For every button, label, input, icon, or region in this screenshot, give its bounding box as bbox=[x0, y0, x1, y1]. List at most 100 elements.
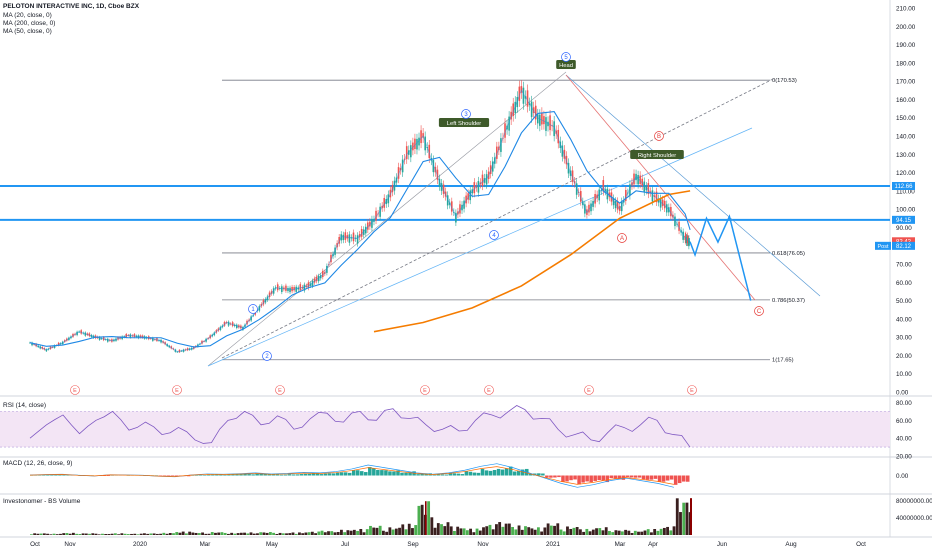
macd-bar bbox=[195, 475, 199, 476]
earnings-marker-4: E bbox=[487, 388, 491, 394]
macd-bar bbox=[657, 475, 662, 483]
volume-bar bbox=[320, 530, 324, 535]
macd-bar bbox=[211, 474, 215, 476]
x-tick-1: Nov bbox=[64, 541, 76, 548]
macd-bar bbox=[520, 469, 525, 476]
elliott-circle-6 bbox=[654, 131, 664, 141]
candle-body bbox=[459, 204, 461, 214]
macd-bar bbox=[343, 472, 348, 476]
fib-label-1: 0.618(76.05) bbox=[772, 251, 805, 257]
volume-bar bbox=[394, 528, 398, 535]
candle-body bbox=[397, 167, 400, 179]
volume-bar bbox=[491, 529, 495, 535]
volume-bar bbox=[401, 524, 405, 535]
candle-body bbox=[276, 284, 279, 291]
candle-body bbox=[231, 322, 234, 326]
candle-body bbox=[272, 288, 275, 294]
y-tick-19: 190.00 bbox=[896, 42, 916, 49]
macd-signal-line bbox=[29, 466, 674, 485]
volume-bar bbox=[391, 529, 395, 535]
candle-body bbox=[522, 87, 525, 104]
candle-body bbox=[496, 146, 498, 159]
macd-bar bbox=[291, 474, 296, 476]
y-tick-3: 30.00 bbox=[896, 335, 912, 342]
candle-body bbox=[545, 117, 547, 131]
volume-bar bbox=[126, 534, 130, 535]
x-tick-3: Mar bbox=[200, 541, 211, 548]
volume-bar bbox=[572, 527, 576, 535]
candle-body bbox=[463, 200, 465, 209]
post-tag: Post bbox=[877, 244, 888, 250]
candle-body bbox=[553, 121, 555, 137]
x-tick-4: May bbox=[266, 541, 279, 548]
volume-bar bbox=[465, 530, 469, 535]
price-tag-1: 94.15 bbox=[896, 218, 912, 224]
macd-bar bbox=[335, 472, 340, 476]
candle-body bbox=[514, 101, 517, 114]
macd-bar bbox=[287, 474, 292, 476]
volume-bar bbox=[91, 533, 95, 535]
elliott-label-2: 3 bbox=[464, 112, 468, 118]
candle-body bbox=[281, 286, 283, 293]
y-tick-13: 130.00 bbox=[896, 152, 916, 159]
candle-body bbox=[547, 121, 549, 127]
macd-bar bbox=[54, 474, 58, 476]
volume-bar bbox=[352, 529, 356, 535]
candle-body bbox=[625, 190, 627, 201]
volume-bar bbox=[646, 529, 650, 535]
volume-bar bbox=[330, 531, 334, 535]
candle-body bbox=[491, 161, 494, 172]
y-tick-7: 70.00 bbox=[896, 262, 912, 269]
candle-body bbox=[412, 142, 414, 151]
candle-body bbox=[317, 276, 320, 282]
candle-body bbox=[682, 231, 684, 240]
candle-body bbox=[549, 115, 551, 131]
ma-200-label: MA (200, close, 0) bbox=[3, 20, 56, 27]
volume-bar bbox=[679, 512, 682, 535]
elliott-label-7: C bbox=[757, 309, 762, 315]
y-tick-16: 160.00 bbox=[896, 97, 916, 104]
volume-bar bbox=[246, 533, 250, 535]
volume-bar bbox=[633, 530, 637, 535]
macd-bar bbox=[247, 474, 251, 476]
volume-bar bbox=[685, 502, 689, 535]
candle-body bbox=[367, 222, 369, 230]
candle-body bbox=[534, 105, 537, 120]
earnings-circle-5 bbox=[584, 385, 594, 395]
macd-bar bbox=[496, 468, 501, 476]
volume-bar bbox=[404, 529, 408, 535]
candle-body bbox=[575, 183, 578, 195]
macd-bar bbox=[368, 467, 372, 476]
y-tick-5: 50.00 bbox=[896, 298, 912, 305]
candle-body bbox=[442, 184, 445, 194]
candle-body bbox=[543, 116, 545, 125]
volume-bar bbox=[556, 523, 560, 535]
macd-bar bbox=[637, 475, 642, 478]
volume-bar bbox=[207, 533, 211, 535]
y-tick-1: 10.00 bbox=[896, 371, 912, 378]
earnings-marker-2: E bbox=[278, 388, 282, 394]
macd-bar bbox=[464, 471, 469, 476]
volume-bar bbox=[197, 533, 201, 535]
candle-body bbox=[477, 181, 480, 193]
y-tick-14: 140.00 bbox=[896, 134, 916, 141]
volume-bar bbox=[107, 534, 111, 535]
candle-body bbox=[227, 321, 230, 326]
macd-bar bbox=[665, 475, 670, 481]
macd-bar bbox=[186, 475, 191, 477]
candle-body bbox=[561, 145, 564, 157]
macd-bar bbox=[251, 474, 255, 476]
macd-bar bbox=[553, 475, 557, 478]
macd-bar bbox=[315, 472, 320, 476]
elliott-label-3: 4 bbox=[492, 233, 496, 239]
candle-body bbox=[647, 183, 650, 195]
candle-body bbox=[465, 195, 467, 204]
volume-bar bbox=[430, 517, 434, 535]
macd-bar bbox=[34, 475, 38, 476]
macd-bar bbox=[661, 475, 666, 482]
macd-bar bbox=[392, 471, 396, 476]
y-tick-0: 0.00 bbox=[896, 390, 909, 397]
macd-bar bbox=[376, 469, 380, 476]
rsi-tick-3: 80.00 bbox=[896, 400, 912, 407]
